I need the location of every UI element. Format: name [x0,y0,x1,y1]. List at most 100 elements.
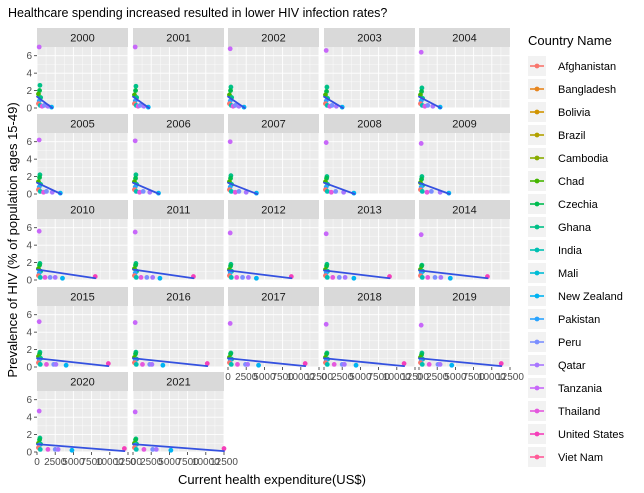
trend-line [227,357,307,368]
legend-item-czechia: Czechia [528,194,599,214]
legend-item-bangladesh: Bangladesh [528,79,616,99]
facet-strip [324,200,415,219]
facet-panel-2016: 2016 [132,287,225,368]
data-point-india [37,446,43,452]
x-tick-label: 0 [321,372,327,383]
data-point-czechia [37,175,42,180]
facet-panel-2010: 2010 0 2 4 6 [26,200,129,287]
trend-line [418,181,451,195]
x-tick-label: 2500 [331,372,354,383]
data-point-tanzania [36,137,42,143]
trend-line [418,269,489,280]
x-tick-label: 5000 [444,372,467,383]
legend-item-united-states: United States [528,424,625,444]
y-tick-label: 4 [26,328,32,339]
legend-key-point [534,385,540,391]
x-tick-label: 10000 [383,372,411,383]
data-point-qatar [150,274,156,280]
legend-key-point [534,270,540,276]
y-tick-label: 0 [26,448,32,459]
legend-item-new-zealand: New Zealand [528,286,623,306]
data-point-ghana [133,172,139,178]
data-point-united-states [121,446,127,451]
facet-strip-label: 2021 [166,377,190,389]
facet-strip [419,287,510,306]
legend-key-point [534,224,540,230]
facet-strip-label: 2001 [166,33,190,45]
x-tick-label: 2500 [44,457,67,468]
legend-key-point [534,408,540,414]
facet-strip [419,114,510,133]
facet-panel-2008: 2008 [323,114,416,196]
legend-key-point [534,362,540,368]
facet-strip-label: 2020 [70,377,94,389]
x-tick-label: 5000 [158,457,181,468]
legend-label: Bangladesh [558,84,616,96]
facet-strip [228,287,319,306]
data-point-ghana [37,82,43,88]
facet-strip-label: 2015 [70,292,94,304]
data-point-thailand [141,446,147,452]
data-point-ghana [419,85,425,91]
x-tick-label: 12500 [401,372,429,383]
y-tick-label: 4 [26,413,32,424]
x-tick-label: 10000 [96,457,124,468]
legend-key-point [534,178,540,184]
x-tick-label: 12500 [210,457,238,468]
y-tick-label: 2 [26,86,32,97]
facet-panel-2011: 2011 [132,200,225,281]
trend-line [227,181,259,195]
data-point-peru [41,102,47,108]
facet-strip-label: 2019 [452,292,476,304]
trend-line [418,357,503,368]
data-point-tanzania [227,139,233,145]
legend-label: Mali [558,268,578,280]
trend-line [132,268,195,280]
data-point-qatar [149,361,155,367]
data-point-qatar [438,274,444,280]
data-point-qatar [245,361,251,367]
x-tick-label: 5000 [253,372,276,383]
facet-panel-2015: 2015 0 2 4 6 [26,287,129,374]
y-tick-label: 4 [26,241,32,252]
data-point-united-states [221,446,227,451]
data-point-peru [236,188,242,194]
trend-line [132,95,150,109]
data-point-tanzania [227,46,233,52]
legend-label: Thailand [558,406,600,418]
facet-strip [324,114,415,133]
facet-strip [324,28,415,47]
legend-item-thailand: Thailand [528,401,600,421]
legend-label: Czechia [558,199,599,211]
facet-strip [37,28,128,47]
legend-label: New Zealand [558,291,623,303]
data-point-tanzania [227,321,233,326]
x-tick-label: 5000 [62,457,85,468]
data-point-new-zealand [351,275,357,281]
data-point-thailand [330,274,336,280]
legend-label: Chad [558,176,584,188]
data-point-peru [240,274,245,280]
facet-strip-label: 2013 [357,205,381,217]
facet-panel-2007: 2007 [227,114,320,196]
legend-title: Country Name [528,33,612,48]
trend-line [227,95,246,109]
x-tick-label: 0 [225,372,231,383]
data-point-united-states [204,361,210,366]
facet-strip [133,287,224,306]
trend-line [36,95,54,109]
facet-strip [228,114,319,133]
legend-item-pakistan: Pakistan [528,309,600,329]
data-point-tanzania [418,322,424,328]
data-point-qatar [437,361,443,367]
legend-item-india: India [528,240,583,260]
data-point-tanzania [227,230,233,236]
data-point-chad [36,91,41,97]
y-tick-label: 2 [26,172,32,183]
trend-line [418,95,442,109]
data-point-india [324,361,330,367]
legend-label: United States [558,429,625,441]
